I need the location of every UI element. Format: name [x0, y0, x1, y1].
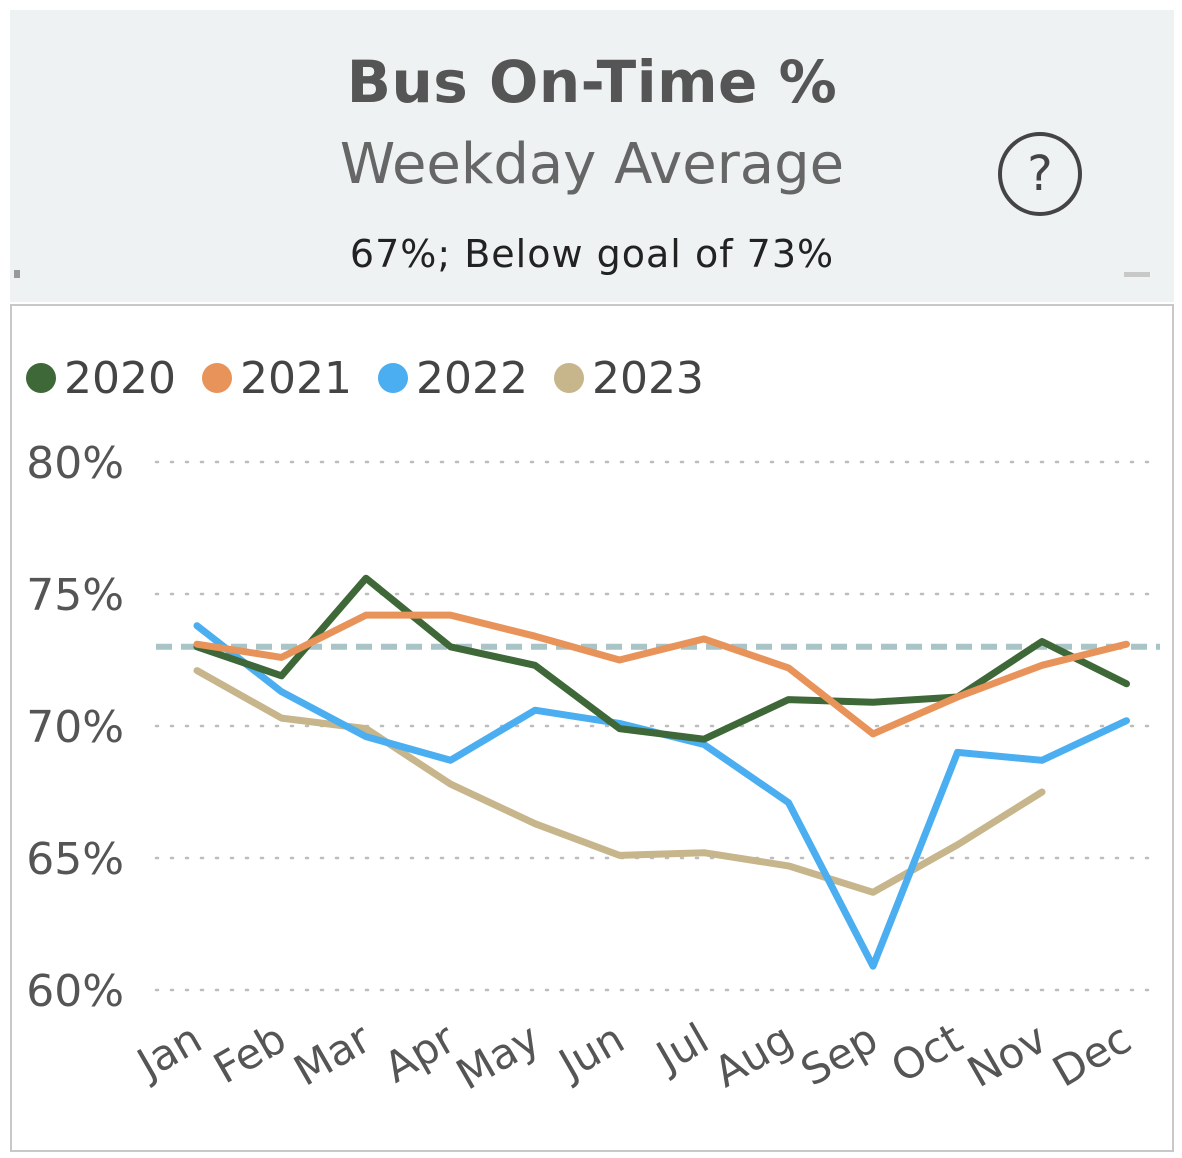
status-text: 67%; Below goal of 73%: [349, 232, 835, 276]
y-tick-label: 80%: [26, 438, 124, 489]
legend-label-2023: 2023: [591, 352, 704, 404]
x-tick-label: May: [448, 1014, 548, 1100]
legend-item-2023[interactable]: 2023: [553, 352, 704, 404]
series-line-2020: [193, 574, 1130, 743]
chart-legend: 2020 2021 2022 2023: [26, 350, 730, 406]
legend-label-2020: 2020: [64, 352, 176, 404]
y-tick-label: 65%: [26, 834, 124, 885]
question-circle-icon[interactable]: ?: [998, 132, 1082, 216]
legend-item-2022[interactable]: 2022: [377, 352, 528, 404]
resize-handle-left: [14, 270, 20, 278]
legend-label-2022: 2022: [415, 352, 528, 404]
legend-item-2021[interactable]: 2021: [201, 352, 352, 404]
series-line-2021: [193, 611, 1130, 738]
legend-swatch-2022: [377, 363, 408, 393]
x-tick-label: Jul: [646, 1014, 717, 1083]
legend-label-2021: 2021: [239, 352, 352, 404]
x-tick-label: Nov: [959, 1014, 1055, 1097]
resize-handle-right: [1124, 272, 1150, 277]
y-tick-label: 70%: [26, 702, 124, 753]
legend-item-2020[interactable]: 2020: [26, 353, 176, 404]
visual-header: Bus On-Time % Weekday Average 67%; Below…: [10, 10, 1174, 302]
x-tick-label: Apr: [376, 1013, 464, 1092]
chart-subtitle: Weekday Average: [339, 132, 845, 197]
x-tick-label: Oct: [883, 1014, 970, 1093]
x-tick-label: Aug: [706, 1014, 802, 1097]
x-tick-label: Jan: [127, 1014, 210, 1090]
y-tick-label: 60%: [26, 966, 124, 1017]
x-tick-label: Feb: [205, 1014, 294, 1094]
x-tick-label: Mar: [286, 1013, 380, 1095]
chart-title: Bus On-Time %: [346, 48, 838, 116]
legend-swatch-2021: [201, 363, 232, 393]
x-tick-label: Sep: [793, 1014, 886, 1096]
chart-frame: [10, 304, 1174, 1152]
legend-swatch-2020: [26, 363, 56, 393]
x-tick-label: Jun: [548, 1014, 632, 1091]
x-tick-label: Dec: [1044, 1014, 1139, 1097]
y-tick-label: 75%: [26, 570, 124, 621]
legend-swatch-2023: [553, 363, 584, 393]
